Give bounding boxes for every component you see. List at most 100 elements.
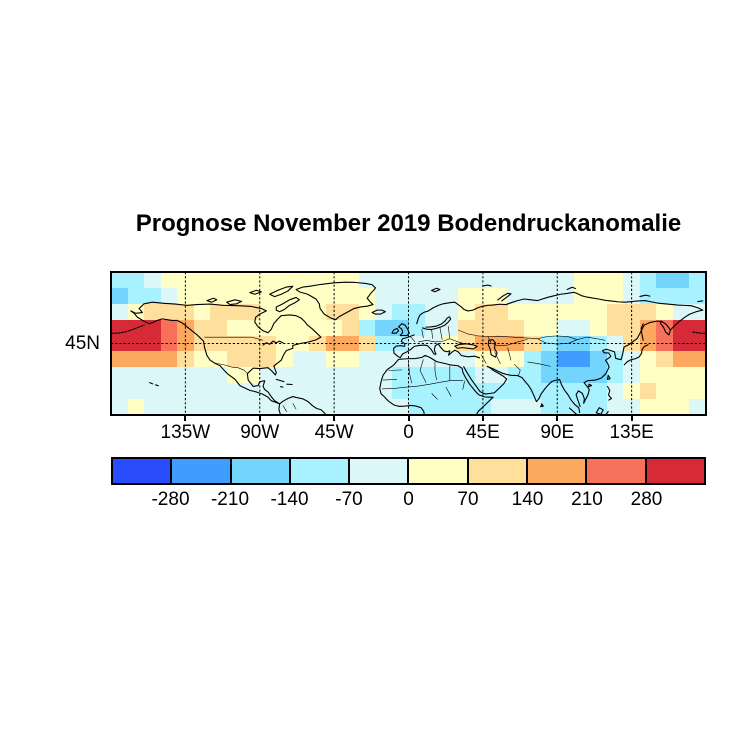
grid-cell <box>292 351 310 368</box>
grid-cell <box>639 272 657 289</box>
grid-cell <box>259 303 277 321</box>
grid-cell <box>375 351 393 368</box>
grid-cell <box>524 367 542 384</box>
grid-cell <box>408 367 426 384</box>
colorbar-tick-label: 0 <box>403 489 414 510</box>
grid-cell <box>590 303 608 321</box>
colorbar-segment <box>407 459 467 483</box>
grid-cell <box>160 287 178 305</box>
grid-cell <box>127 399 145 415</box>
grid-cell <box>441 272 459 289</box>
grid-cell <box>573 351 591 368</box>
grid-cell <box>309 287 327 305</box>
grid-cell <box>160 399 178 415</box>
grid-cell <box>358 319 377 337</box>
grid-cell <box>276 367 294 384</box>
grid-cell <box>210 367 228 384</box>
colorbar-tick-label: 140 <box>511 489 544 510</box>
x-axis-tick-label: 45W <box>314 422 354 443</box>
grid-cell <box>507 272 525 289</box>
grid-cell <box>507 303 525 321</box>
colorbar <box>111 457 706 485</box>
grid-cell <box>491 319 509 337</box>
grid-cell <box>325 287 343 305</box>
grid-cell <box>391 399 410 415</box>
grid-cell <box>375 272 393 289</box>
grid-cell <box>425 383 443 400</box>
colorbar-segment <box>170 459 230 483</box>
grid-cell <box>656 399 674 415</box>
grid-cell <box>276 319 294 337</box>
grid-cell <box>557 399 575 415</box>
grid-cell <box>177 351 195 368</box>
grid-cell <box>276 383 294 400</box>
grid-cell <box>672 351 691 368</box>
grid-cell <box>557 287 575 305</box>
grid-cell <box>689 335 706 353</box>
grid-cell <box>325 272 343 289</box>
x-axis-tick <box>481 415 484 421</box>
grid-cell <box>441 399 459 415</box>
grid-cell <box>491 287 509 305</box>
grid-cell <box>557 319 575 337</box>
grid-cell <box>111 383 129 400</box>
grid-cell <box>639 399 657 415</box>
grid-cell <box>358 367 377 384</box>
grid-cell <box>474 287 492 305</box>
grid-cell <box>557 367 575 384</box>
grid-cell <box>458 287 476 305</box>
grid-cell <box>325 303 343 321</box>
grid-cell <box>672 272 691 289</box>
grid-cell <box>292 383 310 400</box>
grid-cell <box>325 351 343 368</box>
grid-cell <box>540 319 558 337</box>
grid-cell <box>342 399 360 415</box>
grid-cell <box>524 383 542 400</box>
grid-cell <box>193 272 211 289</box>
map-panel <box>110 271 707 416</box>
grid-cell <box>573 383 591 400</box>
grid-cell <box>540 367 558 384</box>
grid-cell <box>689 272 706 289</box>
grid-cell <box>210 383 228 400</box>
grid-cell <box>524 399 542 415</box>
grid-cell <box>573 367 591 384</box>
grid-cell <box>507 399 525 415</box>
grid-cell <box>358 399 377 415</box>
grid-cell <box>524 303 542 321</box>
grid-cell <box>177 287 195 305</box>
grid-cell <box>606 319 624 337</box>
grid-cell <box>276 272 294 289</box>
grid-cell <box>210 399 228 415</box>
grid-cell <box>309 319 327 337</box>
grid-cell <box>342 287 360 305</box>
grid-cell <box>408 383 426 400</box>
grid-cell <box>177 367 195 384</box>
colorbar-segment <box>288 459 349 483</box>
grid-cell <box>540 351 558 368</box>
grid-cell <box>243 351 261 368</box>
grid-cell <box>557 272 575 289</box>
x-axis-tick <box>258 415 261 421</box>
grid-cell <box>573 303 591 321</box>
grid-cell <box>226 272 244 289</box>
grid-cell <box>292 367 310 384</box>
grid-cell <box>672 367 691 384</box>
grid-cell <box>160 383 178 400</box>
x-axis-tick-label: 135W <box>160 422 211 443</box>
grid-cell <box>111 303 129 321</box>
grid-cell <box>210 319 228 337</box>
x-axis-tick-label: 45E <box>465 422 500 443</box>
colorbar-segment <box>348 459 408 483</box>
graticule-gridlines <box>111 272 706 415</box>
coastline-eurasia-arctic <box>417 292 703 323</box>
grid-cell <box>144 383 162 400</box>
coastline-south-asia-fareast <box>150 310 703 415</box>
grid-cell <box>507 383 525 400</box>
x-axis-tick-label: 135E <box>609 422 654 443</box>
grid-cell <box>474 351 492 368</box>
grid-cell <box>689 383 706 400</box>
grid-cell <box>210 287 228 305</box>
grid-cell <box>408 351 426 368</box>
grid-cell <box>391 303 410 321</box>
